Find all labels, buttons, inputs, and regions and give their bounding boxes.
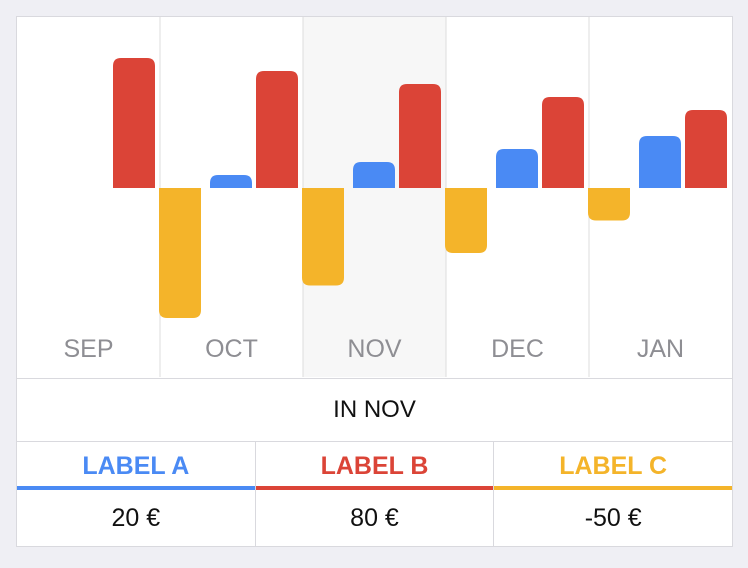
bar-sep-label-b[interactable] [113, 58, 155, 188]
bar-nov-label-a[interactable] [353, 162, 395, 188]
legend-column-c: LABEL C -50 € [494, 442, 733, 546]
legend-label-b: LABEL B [255, 442, 494, 490]
legend-value-b: 80 € [350, 504, 399, 532]
bar-jan-label-a[interactable] [639, 136, 681, 188]
selected-month-caption: IN NOV [17, 378, 732, 442]
x-tick-label-oct[interactable]: OCT [205, 335, 258, 363]
bar-oct-label-b[interactable] [256, 71, 298, 188]
bar-dec-label-c[interactable] [588, 188, 630, 221]
bar-dec-label-a[interactable] [496, 149, 538, 188]
x-tick-label-dec[interactable]: DEC [491, 335, 544, 363]
legend-column-a: LABEL A 20 € [17, 442, 256, 546]
bar-oct-label-a[interactable] [210, 175, 252, 188]
x-tick-label-nov[interactable]: NOV [347, 335, 402, 363]
legend-label-a: LABEL A [17, 442, 255, 490]
x-tick-label-jan[interactable]: JAN [637, 335, 684, 363]
legend-value-c: -50 € [584, 504, 642, 532]
bar-jan-label-b[interactable] [685, 110, 727, 188]
bar-sep-label-c[interactable] [159, 188, 201, 318]
chart-card: SEP OCT NOV DEC JAN IN NOV LABEL A 20 € LABE… [16, 16, 733, 547]
bar-nov-label-c[interactable] [445, 188, 487, 253]
legend-value-a: 20 € [111, 504, 161, 532]
bar-chart[interactable]: SEP OCT NOV DEC JAN [17, 17, 732, 377]
bar-nov-label-b[interactable] [399, 84, 441, 188]
legend-column-b: LABEL B 80 € [255, 442, 495, 546]
caption-text: IN NOV [333, 396, 416, 423]
legend-label-c: LABEL C [494, 442, 733, 490]
bar-dec-label-b[interactable] [542, 97, 584, 188]
bar-oct-label-c[interactable] [302, 188, 344, 286]
x-tick-label-sep[interactable]: SEP [63, 335, 113, 363]
legend-table: LABEL A 20 € LABEL B 80 € LABEL C -50 € [17, 442, 733, 546]
